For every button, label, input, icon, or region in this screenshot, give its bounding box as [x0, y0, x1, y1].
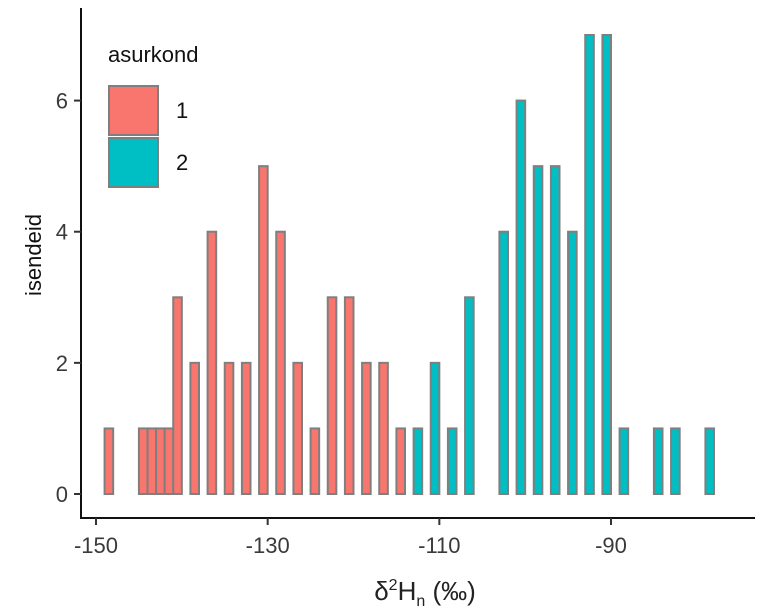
bar-series-1-bin-15: [343, 296, 355, 495]
x-tick-label: -110: [418, 533, 460, 558]
legend-swatch-1: [108, 85, 159, 136]
bar-series-2-bin-1: [429, 361, 441, 495]
bar-series-2-bin-0: [412, 427, 424, 495]
x-ticks: -150 -130 -110 -90: [74, 518, 627, 558]
bar-series-1-bin-5: [172, 296, 183, 495]
bar-series-1-bin-17: [378, 361, 389, 495]
bar-series-1-bin-4: [163, 427, 175, 495]
bar-series-1-bin-3: [155, 427, 166, 495]
x-tick-label: -150: [74, 533, 118, 558]
bar-series-1-bin-8: [223, 361, 235, 495]
x-tick-label: -130: [246, 533, 290, 558]
y-ticks: 0 2 4 6: [56, 89, 81, 507]
x-axis-title: δ2Hn (‰): [374, 576, 476, 610]
bar-series-2-bin-10: [601, 34, 613, 495]
bar-series-1-bin-10: [258, 165, 269, 495]
bars-group: [103, 34, 716, 495]
x-axis-title-unit: (‰): [425, 576, 476, 606]
bar-series-2-bin-13: [670, 427, 681, 495]
x-tick-label: -90: [595, 533, 627, 558]
legend-label-2: 2: [176, 150, 188, 175]
bar-series-2-bin-2: [446, 427, 458, 495]
legend-swatch-2: [108, 137, 159, 188]
bar-series-2-bin-3: [464, 296, 475, 495]
bar-series-1-bin-2: [146, 427, 158, 495]
legend-title: asurkond: [108, 42, 199, 67]
y-tick-label: 0: [56, 482, 68, 507]
y-tick-label: 6: [56, 89, 68, 114]
bar-series-1-bin-1: [137, 427, 149, 495]
bar-series-1-bin-14: [326, 296, 338, 495]
y-tick-label: 2: [56, 351, 68, 376]
bar-series-1-bin-13: [309, 427, 321, 495]
bar-series-2-bin-8: [567, 230, 578, 495]
legend: asurkond 1 2: [108, 42, 199, 188]
y-axis-title: isendeid: [21, 214, 46, 296]
bar-series-1-bin-6: [189, 361, 201, 495]
bar-series-1-bin-18: [395, 427, 406, 495]
bar-series-1-bin-7: [206, 230, 218, 495]
x-axis-title-symbol: δ: [374, 576, 388, 606]
bar-series-2-bin-11: [618, 427, 630, 495]
bar-series-2-bin-6: [532, 165, 544, 495]
bar-series-2-bin-7: [549, 165, 561, 495]
bar-series-2-bin-12: [652, 427, 664, 495]
x-axis-title-sub: n: [416, 593, 425, 610]
x-axis-title-sup: 2: [389, 577, 398, 594]
legend-label-1: 1: [176, 98, 188, 123]
x-axis-title-main: H: [398, 576, 417, 606]
bar-series-1-bin-0: [103, 427, 115, 495]
bar-series-2-bin-14: [704, 427, 716, 495]
bar-series-1-bin-16: [361, 361, 372, 495]
bar-series-1-bin-11: [275, 230, 286, 495]
bar-series-2-bin-5: [515, 99, 527, 495]
y-tick-label: 4: [56, 220, 68, 245]
bar-series-2-bin-4: [498, 230, 509, 495]
bar-series-2-bin-9: [584, 34, 595, 495]
bar-series-1-bin-9: [240, 361, 252, 495]
bar-series-1-bin-12: [292, 361, 303, 495]
